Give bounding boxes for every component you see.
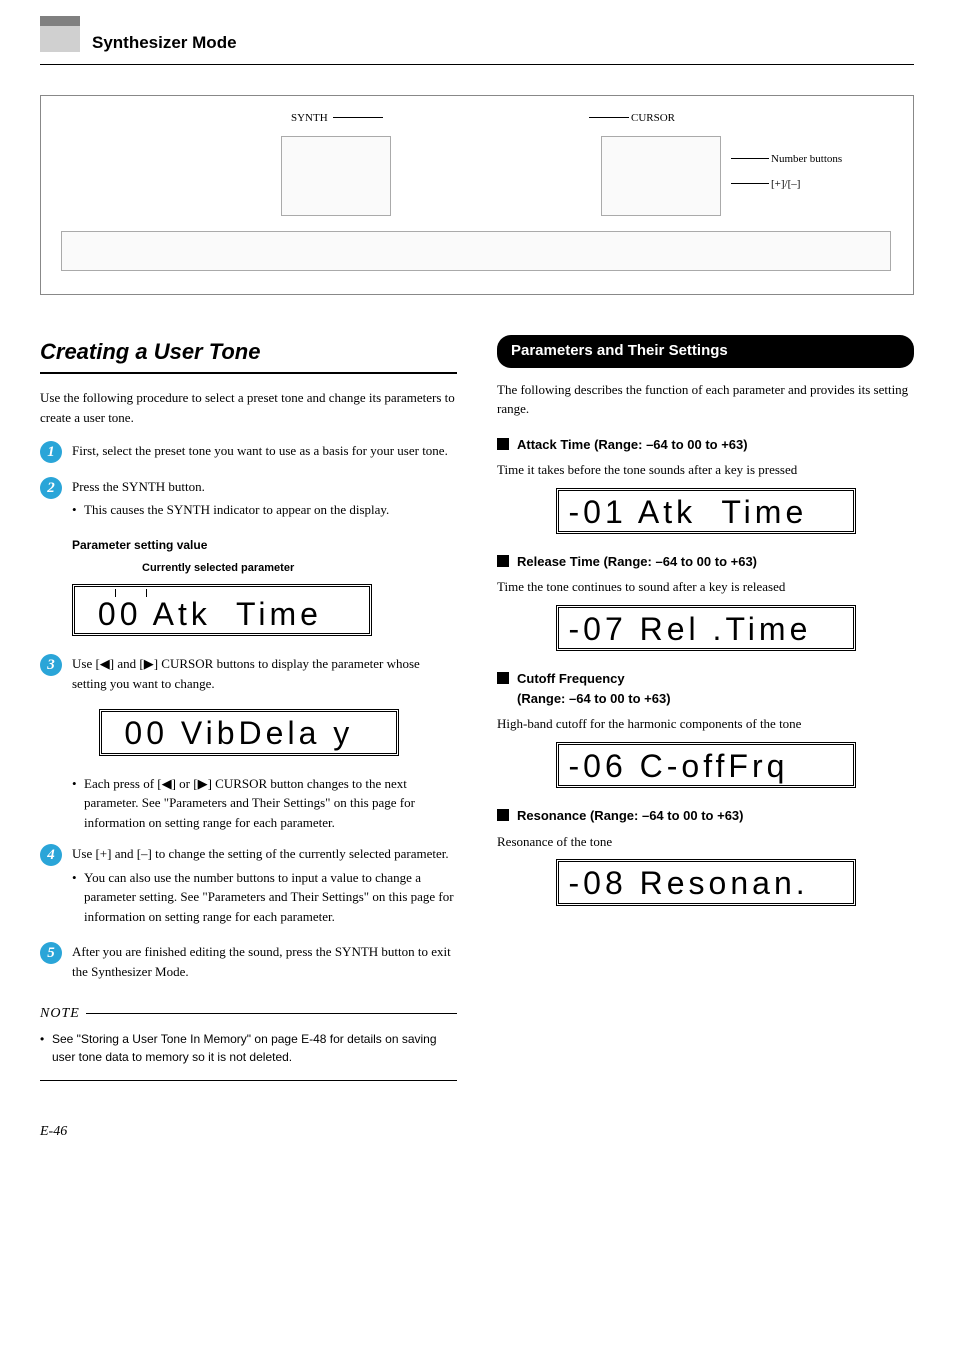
lcd-display: -08 Resonan. bbox=[497, 859, 914, 905]
step-body: Press the SYNTH button. This causes the … bbox=[72, 477, 457, 524]
lcd1-caption1: Parameter setting value bbox=[72, 536, 457, 554]
diagram-label-plusminus: [+]/[–] bbox=[771, 176, 800, 193]
lcd-text: -07 Rel .Time bbox=[569, 610, 843, 648]
step-number-icon: 5 bbox=[40, 942, 62, 964]
param-title-line2: (Range: –64 to 00 to +63) bbox=[517, 691, 671, 706]
step-number-icon: 3 bbox=[40, 654, 62, 676]
step-3: 3 Use [◀] and [▶] CURSOR buttons to disp… bbox=[40, 654, 457, 697]
step-body: Use [+] and [–] to change the setting of… bbox=[72, 844, 457, 930]
page-number: E-46 bbox=[40, 1121, 914, 1142]
device-diagram: SYNTH CURSOR Number buttons [+]/[–] bbox=[40, 95, 914, 295]
param-heading-attack: Attack Time (Range: –64 to 00 to +63) bbox=[497, 435, 914, 455]
lcd-display: 00 Atk Time bbox=[72, 584, 457, 636]
lcd-display: -06 C-offFrq bbox=[497, 742, 914, 788]
step-number-icon: 2 bbox=[40, 477, 62, 499]
lcd-text: -08 Resonan. bbox=[569, 864, 843, 902]
content-columns: Creating a User Tone Use the following p… bbox=[40, 335, 914, 1081]
param-heading-cutoff: Cutoff Frequency (Range: –64 to 00 to +6… bbox=[497, 669, 914, 708]
step-text: Use [+] and [–] to change the setting of… bbox=[72, 844, 457, 864]
step-text: After you are finished editing the sound… bbox=[72, 942, 457, 981]
header-tab-icon bbox=[40, 26, 80, 52]
param-desc: High-band cutoff for the harmonic compon… bbox=[497, 714, 914, 734]
diagram-label-numbers: Number buttons bbox=[771, 151, 842, 168]
square-bullet-icon bbox=[497, 555, 509, 567]
param-title: Cutoff Frequency (Range: –64 to 00 to +6… bbox=[517, 669, 671, 708]
section-title-creating: Creating a User Tone bbox=[40, 335, 457, 374]
param-heading-release: Release Time (Range: –64 to 00 to +63) bbox=[497, 552, 914, 572]
page-header: Synthesizer Mode bbox=[40, 30, 914, 65]
param-desc: Resonance of the tone bbox=[497, 832, 914, 852]
lcd-text: -01 Atk Time bbox=[569, 493, 843, 531]
note-rule bbox=[86, 1013, 457, 1014]
square-bullet-icon bbox=[497, 438, 509, 450]
lcd1-caption2: Currently selected parameter bbox=[142, 560, 457, 577]
step-body: Use [◀] and [▶] CURSOR buttons to displa… bbox=[72, 654, 457, 697]
step-bullet: This causes the SYNTH indicator to appea… bbox=[72, 500, 457, 520]
lcd-display: -01 Atk Time bbox=[497, 488, 914, 534]
param-title: Resonance (Range: –64 to 00 to +63) bbox=[517, 806, 744, 826]
lcd1-block: Parameter setting value Currently select… bbox=[72, 536, 457, 637]
square-bullet-icon bbox=[497, 809, 509, 821]
parameters-intro: The following describes the function of … bbox=[497, 380, 914, 419]
step-4: 4 Use [+] and [–] to change the setting … bbox=[40, 844, 457, 930]
right-column: Parameters and Their Settings The follow… bbox=[497, 335, 914, 1081]
header-title: Synthesizer Mode bbox=[92, 30, 237, 56]
param-desc: Time it takes before the tone sounds aft… bbox=[497, 460, 914, 480]
step-number-icon: 4 bbox=[40, 844, 62, 866]
diagram-label-synth: SYNTH bbox=[291, 110, 328, 127]
param-heading-resonance: Resonance (Range: –64 to 00 to +63) bbox=[497, 806, 914, 826]
intro-text: Use the following procedure to select a … bbox=[40, 388, 457, 427]
diagram-callout-line bbox=[731, 183, 769, 184]
diagram-callout-line bbox=[589, 117, 629, 118]
step-text: First, select the preset tone you want t… bbox=[72, 441, 457, 461]
lcd-text: 00 Atk Time bbox=[85, 595, 359, 633]
step-1: 1 First, select the preset tone you want… bbox=[40, 441, 457, 465]
pointer-marks: Currently selected parameter bbox=[82, 560, 457, 577]
diagram-callout-line bbox=[731, 158, 769, 159]
left-column: Creating a User Tone Use the following p… bbox=[40, 335, 457, 1081]
diagram-label-cursor: CURSOR bbox=[631, 110, 675, 127]
note-bullet: See "Storing a User Tone In Memory" on p… bbox=[40, 1030, 457, 1066]
lcd-display: 00 VibDela y bbox=[40, 709, 457, 755]
note-body: See "Storing a User Tone In Memory" on p… bbox=[40, 1024, 457, 1081]
panel-sketch-keyboard bbox=[61, 231, 891, 271]
note-label: NOTE bbox=[40, 1003, 80, 1024]
param-title: Release Time (Range: –64 to 00 to +63) bbox=[517, 552, 757, 572]
step-bullet: Each press of [◀] or [▶] CURSOR button c… bbox=[72, 774, 457, 833]
param-title: Attack Time (Range: –64 to 00 to +63) bbox=[517, 435, 748, 455]
step-2: 2 Press the SYNTH button. This causes th… bbox=[40, 477, 457, 524]
square-bullet-icon bbox=[497, 672, 509, 684]
panel-sketch bbox=[281, 136, 391, 216]
step-body: First, select the preset tone you want t… bbox=[72, 441, 457, 465]
lcd-text: -06 C-offFrq bbox=[569, 747, 843, 785]
note-header: NOTE bbox=[40, 1003, 457, 1024]
diagram-callout-line bbox=[333, 117, 383, 118]
lcd-text: 00 VibDela y bbox=[112, 714, 386, 752]
panel-sketch bbox=[601, 136, 721, 216]
step-bullet: You can also use the number buttons to i… bbox=[72, 868, 457, 927]
step-text: Use [◀] and [▶] CURSOR buttons to displa… bbox=[72, 654, 457, 693]
param-title-line1: Cutoff Frequency bbox=[517, 671, 625, 686]
step-5: 5 After you are finished editing the sou… bbox=[40, 942, 457, 985]
step-number-icon: 1 bbox=[40, 441, 62, 463]
lcd-display: -07 Rel .Time bbox=[497, 605, 914, 651]
step-text: Press the SYNTH button. bbox=[72, 477, 457, 497]
step3-extra: Each press of [◀] or [▶] CURSOR button c… bbox=[72, 774, 457, 833]
step-body: After you are finished editing the sound… bbox=[72, 942, 457, 985]
parameters-heading: Parameters and Their Settings bbox=[497, 335, 914, 368]
param-desc: Time the tone continues to sound after a… bbox=[497, 577, 914, 597]
